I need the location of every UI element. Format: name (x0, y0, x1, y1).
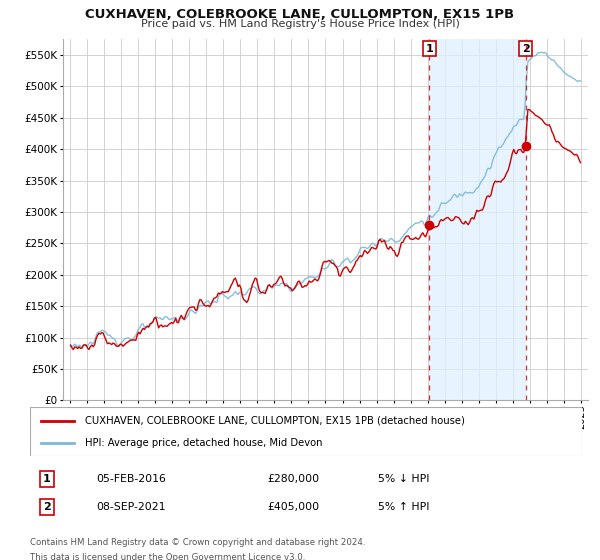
Text: This data is licensed under the Open Government Licence v3.0.: This data is licensed under the Open Gov… (30, 553, 305, 560)
Text: 2: 2 (522, 44, 530, 54)
Bar (430, 39, 526, 400)
Text: 1: 1 (425, 44, 433, 54)
Text: CUXHAVEN, COLEBROOKE LANE, CULLOMPTON, EX15 1PB (detached house): CUXHAVEN, COLEBROOKE LANE, CULLOMPTON, E… (85, 416, 465, 426)
Text: 05-FEB-2016: 05-FEB-2016 (96, 474, 166, 484)
Text: £280,000: £280,000 (268, 474, 319, 484)
Text: 1: 1 (43, 474, 50, 484)
Text: 08-SEP-2021: 08-SEP-2021 (96, 502, 166, 512)
Text: Price paid vs. HM Land Registry's House Price Index (HPI): Price paid vs. HM Land Registry's House … (140, 19, 460, 29)
Text: 5% ↓ HPI: 5% ↓ HPI (378, 474, 429, 484)
Text: 2: 2 (43, 502, 50, 512)
Text: HPI: Average price, detached house, Mid Devon: HPI: Average price, detached house, Mid … (85, 437, 323, 447)
Text: CUXHAVEN, COLEBROOKE LANE, CULLOMPTON, EX15 1PB: CUXHAVEN, COLEBROOKE LANE, CULLOMPTON, E… (85, 8, 515, 21)
Text: £405,000: £405,000 (268, 502, 319, 512)
Text: 5% ↑ HPI: 5% ↑ HPI (378, 502, 429, 512)
Text: Contains HM Land Registry data © Crown copyright and database right 2024.: Contains HM Land Registry data © Crown c… (30, 538, 365, 547)
